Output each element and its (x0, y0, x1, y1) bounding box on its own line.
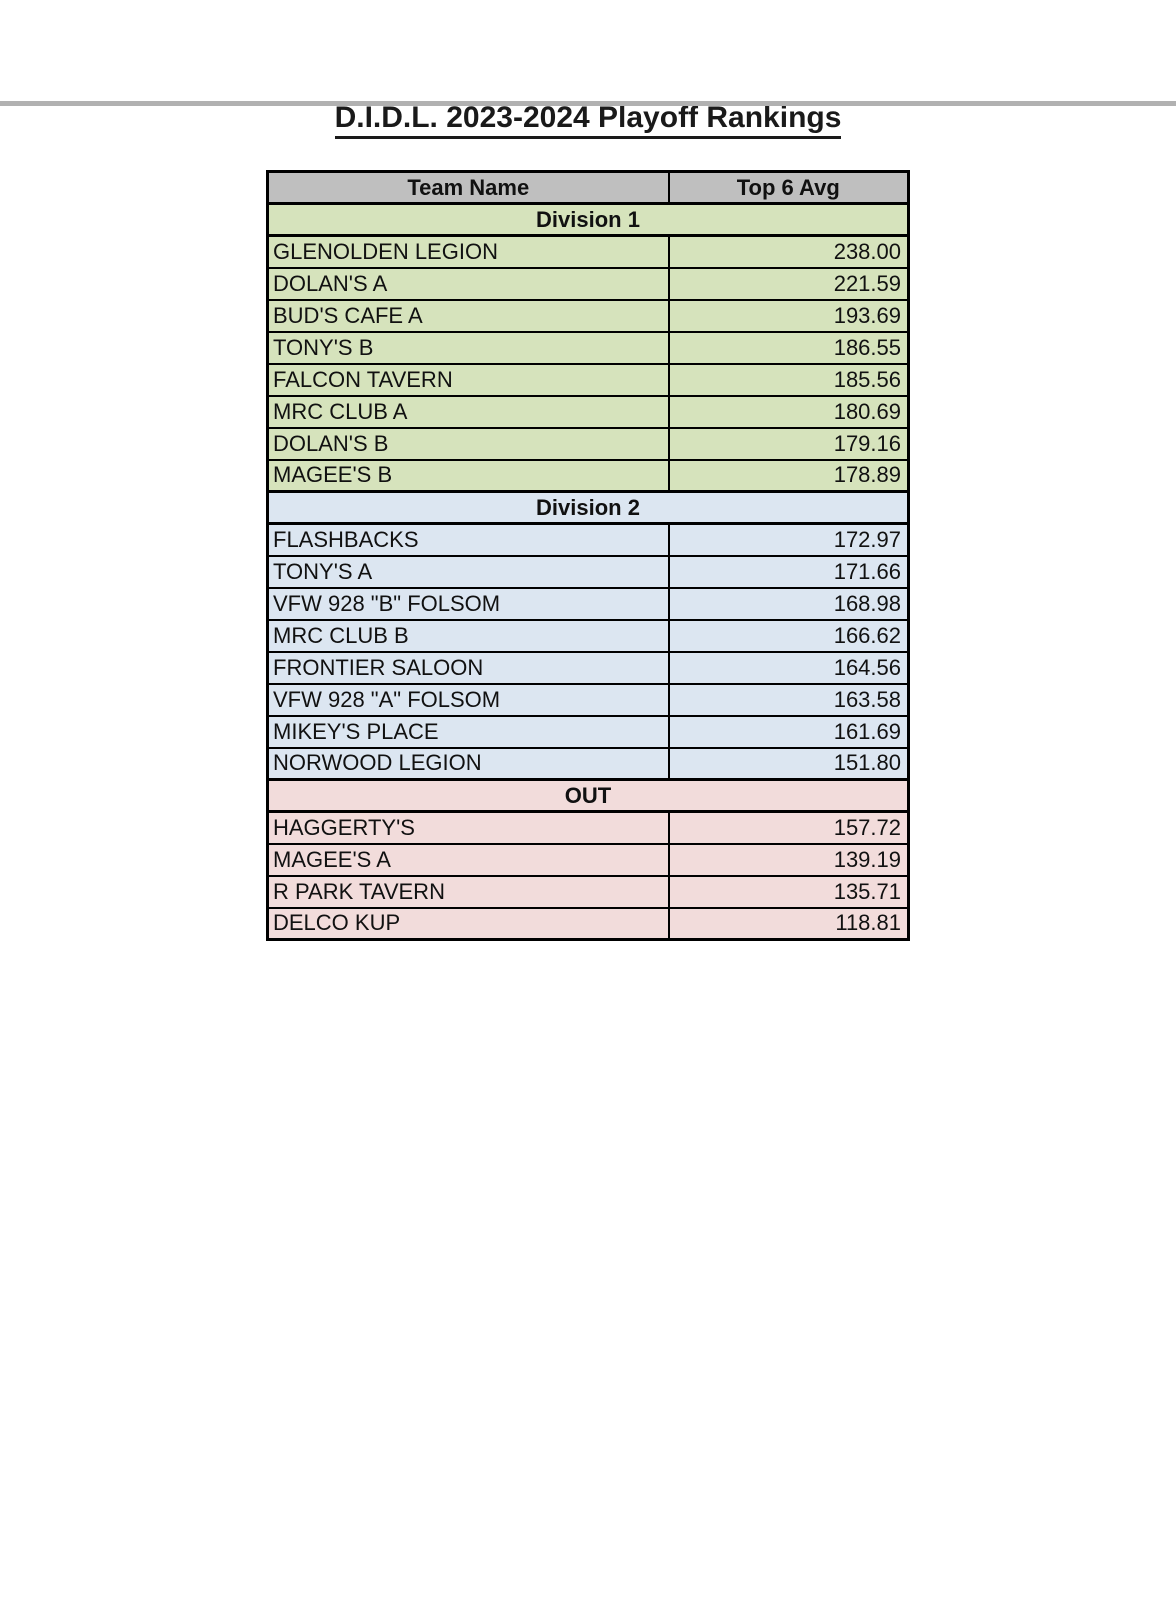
team-name-cell: MRC CLUB B (266, 618, 670, 653)
team-score-cell: 164.56 (667, 650, 910, 685)
column-header-team-name: Team Name (266, 170, 670, 205)
team-row: NORWOOD LEGION 151.80 (266, 746, 910, 781)
team-score-cell: 157.72 (667, 810, 910, 845)
team-row: DELCO KUP 118.81 (266, 906, 910, 941)
section-header-label: OUT (266, 778, 910, 813)
team-score-cell: 179.16 (667, 426, 910, 461)
team-score-cell: 161.69 (667, 714, 910, 749)
team-name-cell: TONY'S B (266, 330, 670, 365)
team-row: MAGEE'S B 178.89 (266, 458, 910, 493)
team-score-cell: 168.98 (667, 586, 910, 621)
team-name-cell: FALCON TAVERN (266, 362, 670, 397)
team-name-cell: MIKEY'S PLACE (266, 714, 670, 749)
team-score-cell: 186.55 (667, 330, 910, 365)
team-name-cell: DOLAN'S A (266, 266, 670, 301)
team-score-cell: 193.69 (667, 298, 910, 333)
team-row: DOLAN'S A 221.59 (266, 266, 910, 301)
team-name-cell: BUD'S CAFE A (266, 298, 670, 333)
team-row: TONY'S A 171.66 (266, 554, 910, 589)
team-score-cell: 180.69 (667, 394, 910, 429)
window-top-edge-bar (0, 101, 1176, 106)
team-row: MRC CLUB B 166.62 (266, 618, 910, 653)
team-name-cell: MRC CLUB A (266, 394, 670, 429)
team-name-cell: NORWOOD LEGION (266, 746, 670, 781)
team-row: R PARK TAVERN 135.71 (266, 874, 910, 909)
team-score-cell: 185.56 (667, 362, 910, 397)
team-score-cell: 178.89 (667, 458, 910, 493)
rankings-table: Team Name Top 6 Avg Division 1 GLENOLDEN … (266, 170, 910, 941)
team-name-cell: MAGEE'S B (266, 458, 670, 493)
team-score-cell: 139.19 (667, 842, 910, 877)
team-row: MRC CLUB A 180.69 (266, 394, 910, 429)
section-header-row: Division 1 (266, 202, 910, 237)
section-header-row: Division 2 (266, 490, 910, 525)
team-row: MIKEY'S PLACE 161.69 (266, 714, 910, 749)
team-row: FLASHBACKS 172.97 (266, 522, 910, 557)
team-name-cell: DOLAN'S B (266, 426, 670, 461)
team-name-cell: VFW 928 "B" FOLSOM (266, 586, 670, 621)
page-title: D.I.D.L. 2023-2024 Playoff Rankings (334, 101, 842, 139)
table-header-row: Team Name Top 6 Avg (266, 170, 910, 205)
team-name-cell: TONY'S A (266, 554, 670, 589)
section-header-label: Division 1 (266, 202, 910, 237)
team-score-cell: 163.58 (667, 682, 910, 717)
team-score-cell: 151.80 (667, 746, 910, 781)
team-score-cell: 118.81 (667, 906, 910, 941)
team-row: MAGEE'S A 139.19 (266, 842, 910, 877)
team-score-cell: 221.59 (667, 266, 910, 301)
team-name-cell: VFW 928 "A" FOLSOM (266, 682, 670, 717)
team-score-cell: 166.62 (667, 618, 910, 653)
team-score-cell: 135.71 (667, 874, 910, 909)
team-name-cell: DELCO KUP (266, 906, 670, 941)
team-row: BUD'S CAFE A 193.69 (266, 298, 910, 333)
section-header-label: Division 2 (266, 490, 910, 525)
team-row: HAGGERTY'S 157.72 (266, 810, 910, 845)
team-score-cell: 171.66 (667, 554, 910, 589)
team-row: TONY'S B 186.55 (266, 330, 910, 365)
team-row: DOLAN'S B 179.16 (266, 426, 910, 461)
team-name-cell: MAGEE'S A (266, 842, 670, 877)
column-header-top-6-avg: Top 6 Avg (667, 170, 910, 205)
section-header-row: OUT (266, 778, 910, 813)
team-row: VFW 928 "B" FOLSOM 168.98 (266, 586, 910, 621)
team-row: VFW 928 "A" FOLSOM 163.58 (266, 682, 910, 717)
team-name-cell: FLASHBACKS (266, 522, 670, 557)
team-name-cell: GLENOLDEN LEGION (266, 234, 670, 269)
team-row: FALCON TAVERN 185.56 (266, 362, 910, 397)
team-score-cell: 172.97 (667, 522, 910, 557)
team-name-cell: R PARK TAVERN (266, 874, 670, 909)
team-name-cell: FRONTIER SALOON (266, 650, 670, 685)
title-container: D.I.D.L. 2023-2024 Playoff Rankings (0, 101, 1176, 139)
team-name-cell: HAGGERTY'S (266, 810, 670, 845)
team-row: FRONTIER SALOON 164.56 (266, 650, 910, 685)
team-score-cell: 238.00 (667, 234, 910, 269)
team-row: GLENOLDEN LEGION 238.00 (266, 234, 910, 269)
